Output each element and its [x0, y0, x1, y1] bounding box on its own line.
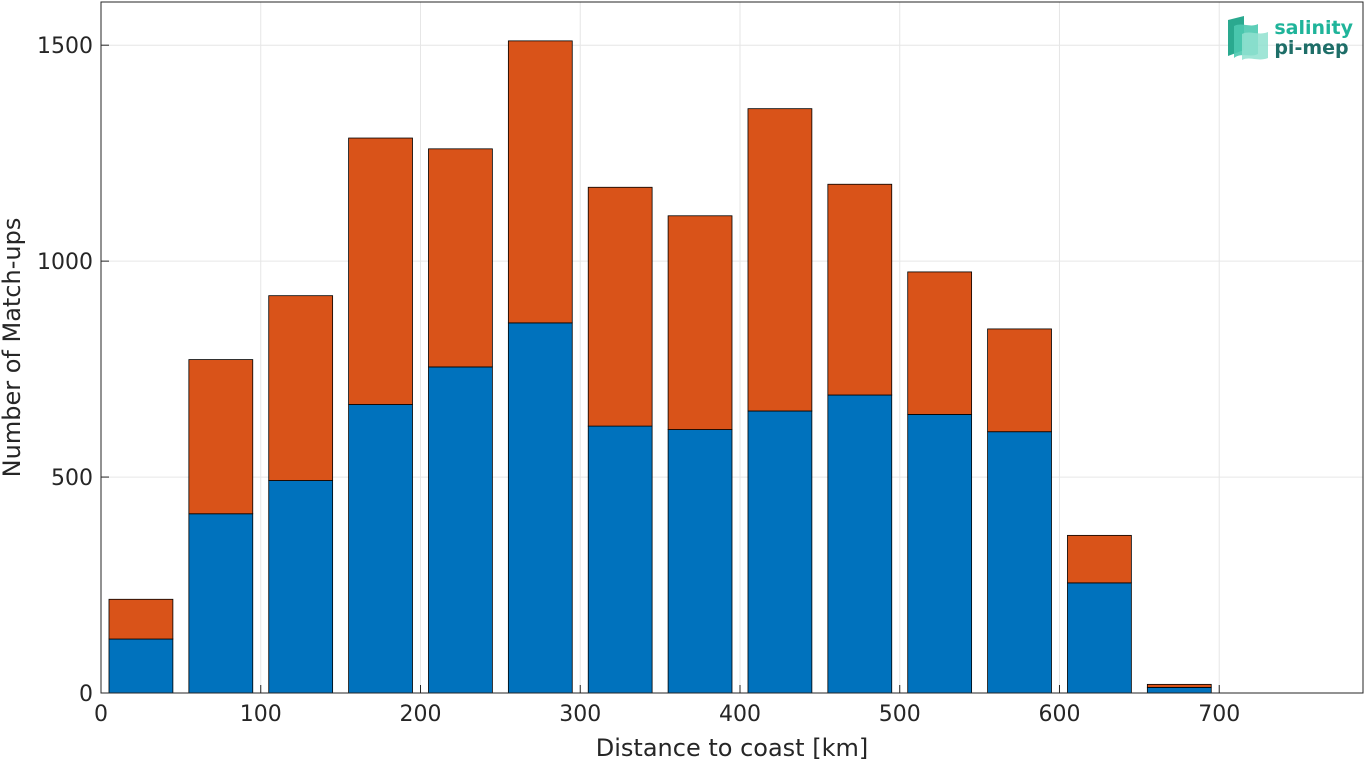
bar-series2-275 — [507, 40, 573, 324]
bar-series1-625 — [1067, 582, 1132, 694]
bar-series2-225 — [428, 148, 493, 368]
x-tick-label: 0 — [94, 702, 108, 727]
bar-series2-575 — [987, 328, 1052, 433]
plot-frame — [100, 1, 1364, 694]
bar-series1-525 — [907, 414, 973, 694]
bar-series2-675 — [1146, 683, 1212, 688]
bar-series1-325 — [587, 425, 653, 694]
bar-series2-375 — [667, 215, 733, 430]
salinity-pi-mep-logo: salinity pi-mep — [1224, 14, 1353, 62]
bar-series1-275 — [507, 322, 573, 694]
x-tick-label: 100 — [240, 702, 282, 727]
y-axis-label: Number of Match-ups — [0, 218, 26, 478]
x-tick-label: 200 — [399, 702, 441, 727]
y-tick-label: 0 — [79, 682, 93, 707]
bar-series1-75 — [188, 513, 254, 694]
salinity-wave-icon — [1228, 16, 1269, 60]
bar-series1-25 — [108, 638, 174, 694]
x-tick-label: 600 — [1038, 702, 1080, 727]
bar-series2-75 — [188, 359, 254, 515]
bar-series1-475 — [827, 394, 893, 694]
bar-series1-375 — [667, 429, 733, 694]
bars — [108, 40, 1212, 694]
x-ticks: 0 100 200 300 400 500 600 700 — [94, 685, 1240, 727]
x-tick-label: 400 — [719, 702, 761, 727]
bar-series2-325 — [587, 186, 653, 427]
bar-series1-125 — [268, 480, 334, 694]
bar-series2-525 — [907, 271, 973, 415]
logo-line2: pi-mep — [1274, 37, 1349, 59]
x-tick-label: 700 — [1198, 702, 1240, 727]
logo-line1: salinity — [1274, 17, 1353, 39]
y-tick-label: 500 — [51, 466, 93, 491]
bar-series2-425 — [747, 108, 813, 412]
bar-series1-675 — [1146, 686, 1212, 694]
bar-series1-425 — [747, 410, 813, 694]
y-ticks: 0 500 1000 1500 — [37, 34, 109, 707]
bar-series1-225 — [428, 366, 493, 694]
bar-series1-175 — [348, 404, 413, 694]
x-tick-label: 500 — [879, 702, 921, 727]
bar-series2-625 — [1067, 534, 1132, 584]
bar-series1-575 — [987, 431, 1052, 694]
x-tick-label: 300 — [559, 702, 601, 727]
bar-series2-25 — [108, 598, 174, 640]
x-axis-label: Distance to coast [km] — [596, 734, 868, 761]
bar-series2-125 — [268, 295, 334, 481]
bar-series2-175 — [348, 137, 413, 405]
y-tick-label: 1000 — [37, 250, 93, 275]
bar-series2-475 — [827, 183, 893, 396]
y-tick-label: 1500 — [37, 34, 93, 59]
